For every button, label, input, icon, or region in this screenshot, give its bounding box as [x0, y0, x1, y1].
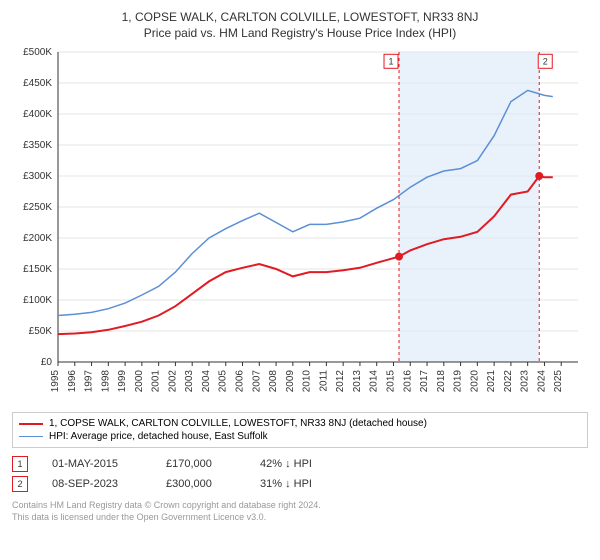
svg-text:2016: 2016: [402, 370, 413, 393]
legend-swatch: [19, 436, 43, 437]
svg-text:2009: 2009: [285, 370, 296, 393]
svg-text:£50K: £50K: [29, 326, 53, 337]
svg-text:2022: 2022: [503, 370, 514, 393]
marker-price: £170,000: [166, 458, 236, 470]
svg-text:2004: 2004: [201, 370, 212, 393]
svg-text:2003: 2003: [184, 370, 195, 393]
svg-text:1995: 1995: [50, 370, 61, 393]
svg-text:2001: 2001: [151, 370, 162, 393]
svg-text:2007: 2007: [251, 370, 262, 393]
marker-badge: 2: [12, 476, 28, 492]
svg-text:2: 2: [543, 56, 548, 66]
legend-label: 1, COPSE WALK, CARLTON COLVILLE, LOWESTO…: [49, 418, 427, 429]
svg-text:2005: 2005: [218, 370, 229, 393]
marker-date: 08-SEP-2023: [52, 478, 142, 490]
svg-text:2014: 2014: [369, 370, 380, 393]
svg-text:2020: 2020: [469, 370, 480, 393]
svg-text:1997: 1997: [84, 370, 95, 393]
svg-text:£350K: £350K: [23, 140, 52, 151]
svg-text:£150K: £150K: [23, 264, 52, 275]
svg-text:2021: 2021: [486, 370, 497, 393]
marker-row: 1 01-MAY-2015 £170,000 42% ↓ HPI: [12, 456, 588, 472]
svg-text:2012: 2012: [335, 370, 346, 393]
marker-date: 01-MAY-2015: [52, 458, 142, 470]
marker-badge: 1: [12, 456, 28, 472]
svg-text:2015: 2015: [385, 370, 396, 393]
svg-text:2018: 2018: [436, 370, 447, 393]
svg-text:£250K: £250K: [23, 202, 52, 213]
svg-text:1999: 1999: [117, 370, 128, 393]
svg-text:£0: £0: [41, 357, 53, 368]
legend-item: HPI: Average price, detached house, East…: [19, 430, 581, 443]
svg-text:2023: 2023: [520, 370, 531, 393]
chart-subtitle: Price paid vs. HM Land Registry's House …: [12, 26, 588, 40]
marker-row: 2 08-SEP-2023 £300,000 31% ↓ HPI: [12, 476, 588, 492]
marker-table: 1 01-MAY-2015 £170,000 42% ↓ HPI 2 08-SEP-202…: [12, 456, 588, 492]
svg-text:1996: 1996: [67, 370, 78, 393]
svg-text:£200K: £200K: [23, 233, 52, 244]
price-chart: £0 £50K £100K £150K £200K £250K £300K £350K £400…: [12, 46, 588, 406]
footer-line-1: Contains HM Land Registry data © Crown c…: [12, 500, 588, 512]
svg-text:£400K: £400K: [23, 109, 52, 120]
svg-text:1: 1: [389, 56, 394, 66]
footer-attribution: Contains HM Land Registry data © Crown c…: [12, 500, 588, 523]
marker-pct: 42% ↓ HPI: [260, 458, 350, 470]
legend-swatch: [19, 423, 43, 425]
svg-text:2024: 2024: [536, 370, 547, 393]
svg-text:£500K: £500K: [23, 47, 52, 58]
legend: 1, COPSE WALK, CARLTON COLVILLE, LOWESTO…: [12, 412, 588, 448]
svg-text:2006: 2006: [235, 370, 246, 393]
marker-price: £300,000: [166, 478, 236, 490]
svg-text:2019: 2019: [453, 370, 464, 393]
svg-text:2002: 2002: [167, 370, 178, 393]
svg-text:2000: 2000: [134, 370, 145, 393]
footer-line-2: This data is licensed under the Open Gov…: [12, 512, 588, 524]
svg-text:£100K: £100K: [23, 295, 52, 306]
svg-text:2010: 2010: [302, 370, 313, 393]
svg-text:2013: 2013: [352, 370, 363, 393]
legend-label: HPI: Average price, detached house, East…: [49, 431, 268, 442]
legend-item: 1, COPSE WALK, CARLTON COLVILLE, LOWESTO…: [19, 417, 581, 430]
svg-text:2008: 2008: [268, 370, 279, 393]
svg-text:1998: 1998: [100, 370, 111, 393]
chart-title: 1, COPSE WALK, CARLTON COLVILLE, LOWESTO…: [12, 10, 588, 24]
marker-pct: 31% ↓ HPI: [260, 478, 350, 490]
svg-text:2025: 2025: [553, 370, 564, 393]
svg-text:2011: 2011: [318, 370, 329, 392]
svg-text:£450K: £450K: [23, 78, 52, 89]
svg-text:2017: 2017: [419, 370, 430, 393]
svg-text:£300K: £300K: [23, 171, 52, 182]
